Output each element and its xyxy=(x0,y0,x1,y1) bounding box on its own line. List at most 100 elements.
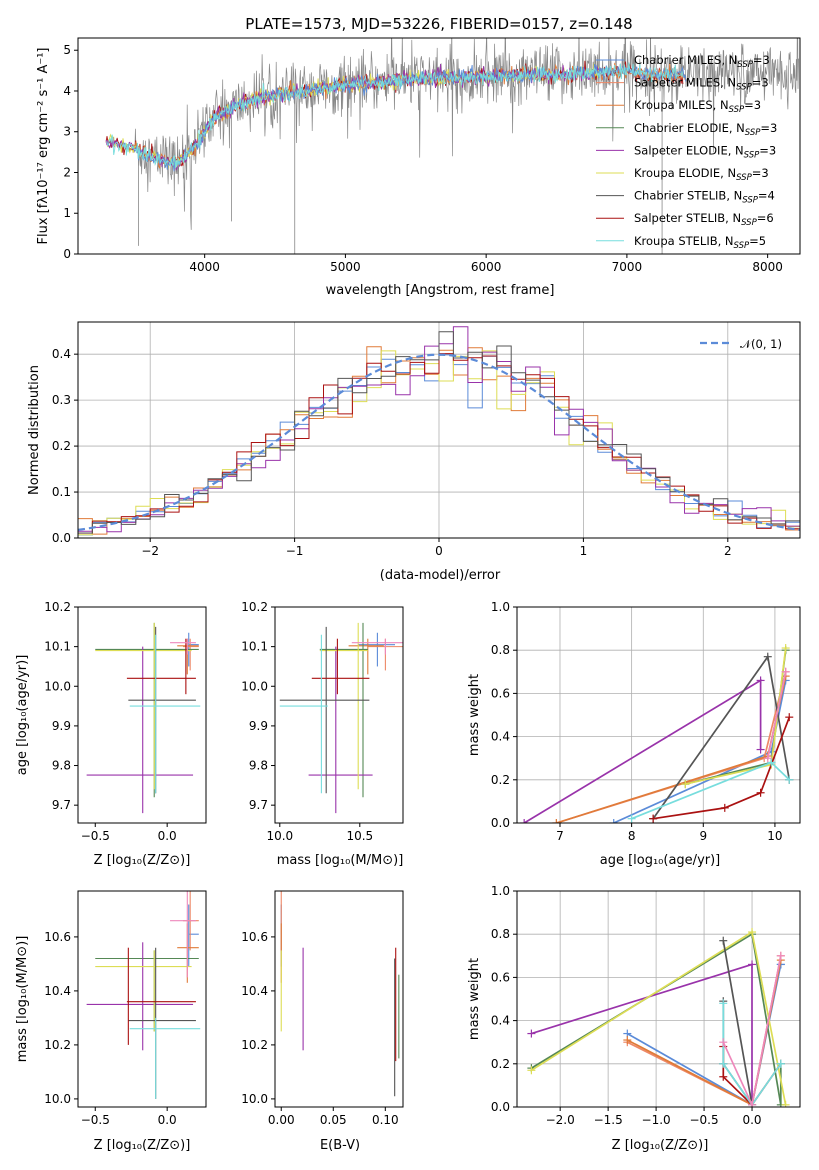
y-tick-label: 0.8 xyxy=(491,927,510,941)
weight-marker xyxy=(763,652,772,661)
weight-line-kroupa_miles xyxy=(556,675,787,823)
legend-label: Chabrier STELIB, N xyxy=(634,189,742,203)
legend-subscript: SSP xyxy=(736,83,752,93)
legend-entry: Salpeter ELODIE, NSSP=3 xyxy=(634,143,776,160)
x-tick-label: −0.5 xyxy=(689,1113,718,1127)
x-tick-label: 0.0 xyxy=(158,829,177,843)
x-tick-label: 0 xyxy=(435,544,443,558)
weight-marker xyxy=(748,928,757,937)
errorbar-point xyxy=(170,891,196,978)
x-axis-label: (data-model)/error xyxy=(380,568,501,583)
weight-line-salpeter_stelib xyxy=(652,716,791,820)
legend-count: =3 xyxy=(744,98,761,112)
weight-marker xyxy=(527,1066,536,1075)
errorbar-point xyxy=(128,947,196,1099)
legend-subscript: SSP xyxy=(734,241,750,251)
gaussian-curve xyxy=(78,353,800,531)
y-tick-label: 0.2 xyxy=(491,1057,510,1071)
weight-marker xyxy=(719,936,728,945)
weight-marker xyxy=(748,1100,757,1107)
errorbar-point xyxy=(86,942,194,1051)
legend-count: =4 xyxy=(758,189,775,203)
x-tick-label: 10 xyxy=(767,829,782,843)
y-tick-label: 2 xyxy=(63,165,71,179)
errorbar-point xyxy=(279,626,370,794)
y-tick-label: 3 xyxy=(63,125,71,139)
chart-title: PLATE=1573, MJD=53226, FIBERID=0157, z=0… xyxy=(245,15,632,33)
x-tick-label: 8 xyxy=(628,829,636,843)
x-tick-label: −0.5 xyxy=(81,829,110,843)
x-tick-label: 0.10 xyxy=(372,1113,399,1127)
weight-marker xyxy=(776,951,785,960)
weight-marker xyxy=(609,819,618,823)
y-tick-label: 1.0 xyxy=(491,600,510,614)
legend-subscript: SSP xyxy=(742,196,758,206)
weight-marker xyxy=(527,1029,536,1038)
x-tick-label: 2 xyxy=(724,544,732,558)
panel-age_vs_Z: −0.5 0.0 9.7 9.8 9.9 10.0 10.1 10.2 xyxy=(44,600,207,843)
errorbar-point xyxy=(308,646,373,814)
errorbar-point xyxy=(177,923,199,983)
y-tick-label: 0.8 xyxy=(491,643,510,657)
x-tick-label: −2.0 xyxy=(546,1113,575,1127)
y-axis-label: mass weight xyxy=(467,674,482,756)
weight-marker xyxy=(719,1072,728,1081)
y-tick-label: 9.8 xyxy=(52,759,71,773)
weight-marker xyxy=(552,819,561,823)
errorbar-point xyxy=(348,638,384,675)
legend-label: Salpeter MILES, N xyxy=(634,76,736,90)
weight-marker xyxy=(627,814,636,823)
y-tick-label: 10.2 xyxy=(241,600,268,614)
y-tick-label: 0.1 xyxy=(52,485,71,499)
y-tick-label: 0.0 xyxy=(491,816,510,830)
x-tick-label: 9 xyxy=(699,829,707,843)
y-tick-label: 0.2 xyxy=(52,439,71,453)
y-tick-label: 9.8 xyxy=(249,759,268,773)
weight-marker xyxy=(785,775,794,784)
legend-label: Salpeter ELODIE, N xyxy=(634,143,744,157)
x-axis-label: wavelength [Angstrom, rest frame] xyxy=(326,283,555,298)
weight-line-kroupa_stelib xyxy=(722,1003,782,1107)
errorbar-point xyxy=(351,638,403,655)
x-axis-label: age [log₁₀(age/yr)] xyxy=(600,853,721,868)
x-tick-label: 7 xyxy=(556,829,564,843)
x-tick-label: 8000 xyxy=(752,260,783,274)
weight-marker xyxy=(681,780,690,789)
axes-frame xyxy=(77,890,207,1108)
weight-line-salpeter_miles xyxy=(556,671,787,823)
y-tick-label: 10.1 xyxy=(44,640,71,654)
panel-weight_vs_age: 7 8 9 10 0.0 0.2 0.4 0.6 0.8 1.0 xyxy=(491,600,801,843)
legend-entry: Salpeter MILES, NSSP=3 xyxy=(634,76,769,93)
y-tick-label: 10.0 xyxy=(44,1092,71,1106)
panel-mass_vs_Z: −0.5 0.0 10.0 10.2 10.4 10.6 xyxy=(44,890,207,1127)
legend-entry: Kroupa MILES, NSSP=3 xyxy=(634,98,761,115)
weight-line-salpeter_elodie xyxy=(531,963,753,1105)
plot-area xyxy=(105,38,799,254)
legend-count: =3 xyxy=(752,76,769,90)
errorbar-point xyxy=(86,646,194,814)
y-tick-label: 0.6 xyxy=(491,970,510,984)
y-axis-label: Flux [fλ10⁻¹⁷ erg cm⁻² s⁻¹ A⁻¹] xyxy=(36,48,51,245)
weight-marker xyxy=(763,754,772,763)
legend-subscript: SSP xyxy=(729,105,745,115)
y-axis-label: mass weight xyxy=(467,958,482,1040)
x-tick-label: −0.5 xyxy=(81,1113,110,1127)
errorbar-point xyxy=(358,632,395,667)
y-tick-label: 10.2 xyxy=(241,1038,268,1052)
y-tick-label: 0.0 xyxy=(491,1100,510,1114)
y-axis-label: mass [log₁₀(M/M⊙)] xyxy=(15,936,30,1063)
legend-subscript: SSP xyxy=(744,150,760,160)
y-tick-label: 10.0 xyxy=(241,679,268,693)
legend-count: =5 xyxy=(749,234,766,248)
x-axis-label: Z [log₁₀(Z/Z⊙)] xyxy=(94,1138,191,1153)
legend-subscript: SSP xyxy=(745,128,761,138)
errorbar-point xyxy=(319,622,368,790)
x-tick-label: 0.05 xyxy=(320,1113,347,1127)
legend-entry: Chabrier STELIB, NSSP=4 xyxy=(634,189,775,206)
weight-marker xyxy=(767,758,776,767)
y-tick-label: 0.4 xyxy=(491,730,510,744)
panel-spectrum: 4000 5000 6000 7000 8000 0 1 2 3 4 5 xyxy=(63,37,801,274)
y-tick-label: 5 xyxy=(63,43,71,57)
weight-marker xyxy=(748,960,757,969)
